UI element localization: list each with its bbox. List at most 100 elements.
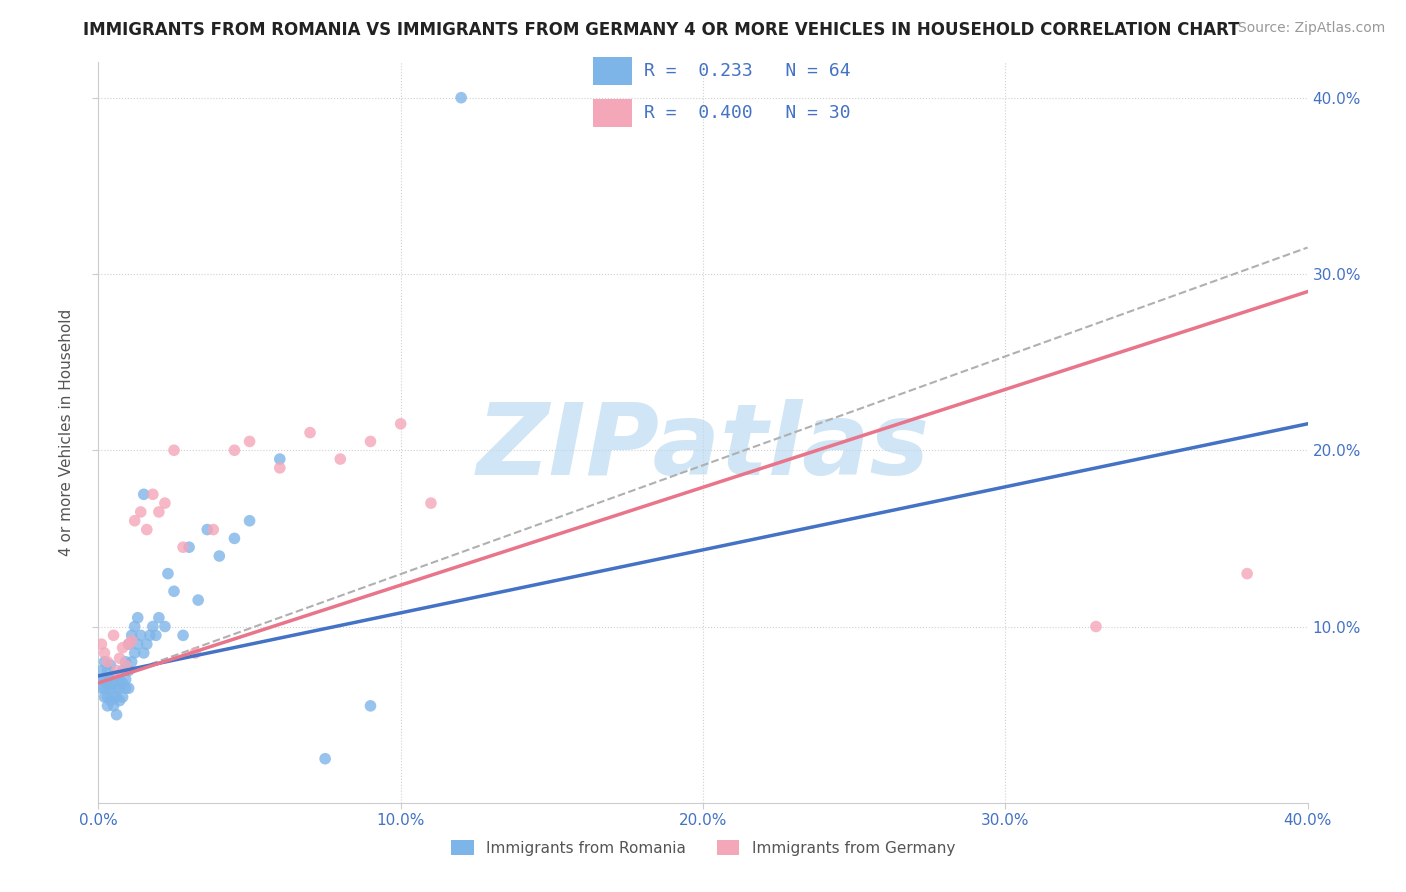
Point xyxy=(108,673,131,687)
Point xyxy=(90,681,112,696)
Point xyxy=(105,664,128,678)
Point xyxy=(96,681,118,696)
Point xyxy=(139,628,162,642)
Point xyxy=(172,628,194,642)
Point xyxy=(450,91,472,105)
Point xyxy=(105,707,128,722)
Point xyxy=(420,496,443,510)
Point xyxy=(90,637,112,651)
Point xyxy=(103,690,125,704)
Point xyxy=(129,505,152,519)
Point xyxy=(299,425,322,440)
Point xyxy=(163,584,186,599)
Point xyxy=(314,752,336,766)
Bar xyxy=(592,57,631,85)
Point xyxy=(93,681,115,696)
Point xyxy=(103,676,125,690)
Point xyxy=(132,487,155,501)
Point xyxy=(96,690,118,704)
Point xyxy=(114,655,136,669)
Point xyxy=(108,693,131,707)
Point xyxy=(239,514,262,528)
Point xyxy=(111,676,134,690)
Point xyxy=(124,514,146,528)
Point xyxy=(1236,566,1258,581)
Point xyxy=(142,487,165,501)
Point xyxy=(105,681,128,696)
Point xyxy=(124,646,146,660)
Text: IMMIGRANTS FROM ROMANIA VS IMMIGRANTS FROM GERMANY 4 OR MORE VEHICLES IN HOUSEHO: IMMIGRANTS FROM ROMANIA VS IMMIGRANTS FR… xyxy=(83,21,1239,38)
Point xyxy=(135,637,157,651)
Point xyxy=(1085,619,1108,633)
Point xyxy=(90,673,112,687)
Point xyxy=(93,690,115,704)
Point xyxy=(103,628,125,642)
Point xyxy=(135,523,157,537)
Point xyxy=(329,452,352,467)
Point xyxy=(129,628,152,642)
Point xyxy=(111,690,134,704)
Point xyxy=(132,646,155,660)
Point xyxy=(96,698,118,713)
Point xyxy=(179,540,201,554)
Point xyxy=(93,646,115,660)
Point xyxy=(105,669,128,683)
Point xyxy=(163,443,186,458)
Text: Source: ZipAtlas.com: Source: ZipAtlas.com xyxy=(1237,21,1385,35)
Point xyxy=(93,655,115,669)
Point xyxy=(184,646,207,660)
Point xyxy=(96,676,118,690)
Point xyxy=(208,549,231,563)
Point xyxy=(142,619,165,633)
Point xyxy=(360,434,382,449)
Point xyxy=(118,637,141,651)
Point xyxy=(90,664,112,678)
Point xyxy=(195,523,218,537)
Point xyxy=(103,669,125,683)
Point xyxy=(239,434,262,449)
Text: R =  0.233   N = 64: R = 0.233 N = 64 xyxy=(644,62,851,79)
Point xyxy=(121,628,143,642)
Point xyxy=(172,540,194,554)
Point xyxy=(224,443,246,458)
Point xyxy=(145,628,167,642)
Point xyxy=(96,664,118,678)
Point xyxy=(114,681,136,696)
Point xyxy=(111,640,134,655)
Point xyxy=(124,619,146,633)
Point xyxy=(118,664,141,678)
Point xyxy=(103,698,125,713)
Point xyxy=(360,698,382,713)
Point xyxy=(148,505,170,519)
Point xyxy=(187,593,209,607)
Legend: Immigrants from Romania, Immigrants from Germany: Immigrants from Romania, Immigrants from… xyxy=(444,834,962,862)
Point xyxy=(105,690,128,704)
Point xyxy=(93,673,115,687)
Point xyxy=(100,693,122,707)
Point xyxy=(100,658,122,673)
Point xyxy=(202,523,225,537)
Point xyxy=(127,637,149,651)
Point xyxy=(118,637,141,651)
Point xyxy=(118,681,141,696)
Point xyxy=(127,610,149,624)
Point xyxy=(96,655,118,669)
Point xyxy=(156,566,179,581)
Point xyxy=(269,461,291,475)
Y-axis label: 4 or more Vehicles in Household: 4 or more Vehicles in Household xyxy=(59,309,75,557)
Point xyxy=(114,673,136,687)
Text: ZIPatlas: ZIPatlas xyxy=(477,399,929,496)
Point xyxy=(121,655,143,669)
Bar xyxy=(592,99,631,127)
Point xyxy=(114,658,136,673)
Point xyxy=(108,651,131,665)
Point xyxy=(111,664,134,678)
Point xyxy=(100,673,122,687)
Point xyxy=(153,619,176,633)
Point xyxy=(153,496,176,510)
Point xyxy=(389,417,412,431)
Point xyxy=(269,452,291,467)
Point xyxy=(108,681,131,696)
Text: R =  0.400   N = 30: R = 0.400 N = 30 xyxy=(644,104,851,122)
Point xyxy=(121,633,143,648)
